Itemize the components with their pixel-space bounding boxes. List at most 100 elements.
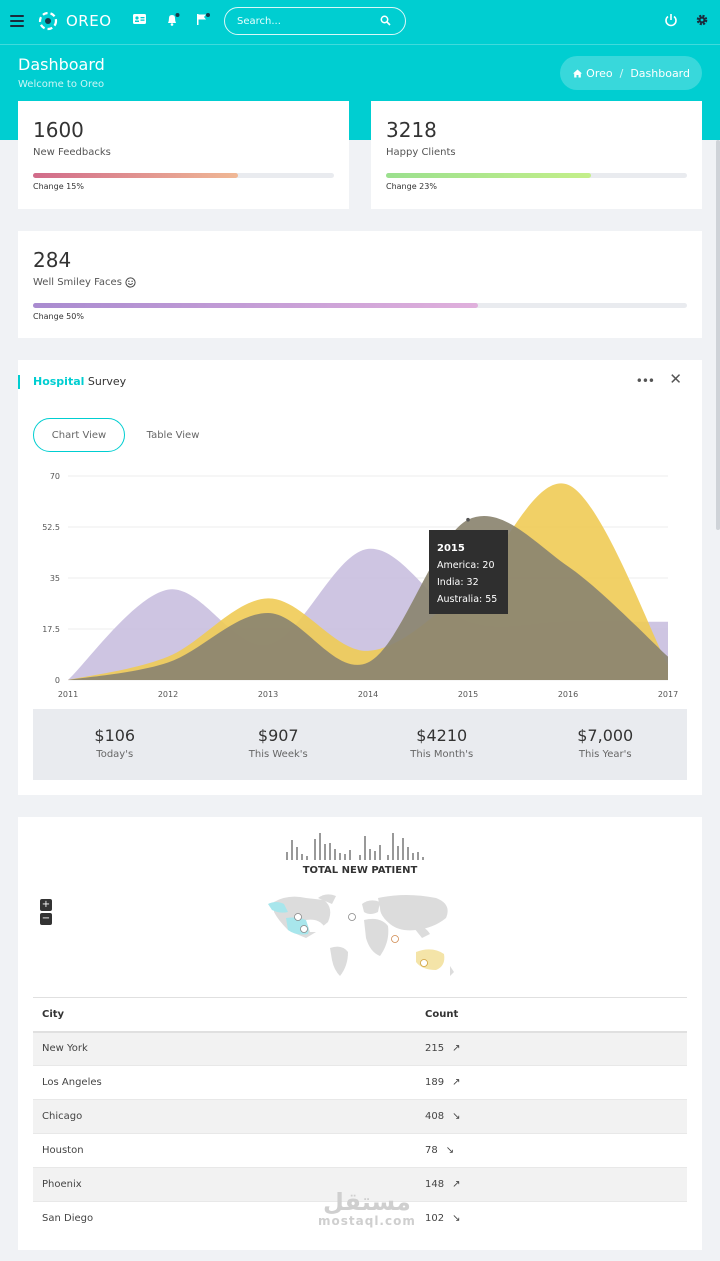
close-icon[interactable]: ✕: [669, 370, 682, 388]
area-chart: 0 17.5 35 52.5 70 2011 2012 2013 2014 2015 2016 201…: [42, 472, 678, 699]
data-point: [167, 655, 170, 658]
stat-change: Change 23%: [386, 182, 437, 191]
stat-card-clients: 3218 Happy Clients Change 23%: [371, 101, 702, 209]
progress-fill: [33, 173, 238, 178]
brand-name: OREO: [66, 12, 112, 30]
power-icon[interactable]: [664, 13, 678, 27]
page-title: Dashboard: [18, 55, 105, 74]
table-row[interactable]: Los Angeles 189 ↗: [33, 1065, 687, 1100]
data-point: [567, 483, 570, 486]
totals-strip: $106 Today's $907 This Week's $4210 This…: [33, 709, 687, 780]
city-cell: Houston: [33, 1133, 416, 1168]
breadcrumb-separator: /: [619, 66, 624, 80]
watermark-latin: mostaql.com: [318, 1214, 416, 1228]
total-today: $106 Today's: [33, 709, 197, 780]
column-header-city: City: [33, 997, 416, 1033]
breadcrumb-current: Dashboard: [630, 66, 690, 80]
trend-up-icon: ↗: [452, 1043, 461, 1055]
tooltip-box: [429, 530, 508, 614]
bell-icon[interactable]: [165, 12, 181, 28]
data-point: [667, 655, 670, 658]
stat-label: Happy Clients: [386, 147, 456, 158]
table-row[interactable]: New York 215 ↗: [33, 1031, 687, 1066]
card-title-strong: Hospital: [33, 375, 85, 388]
tooltip-line: America: 20: [437, 560, 495, 571]
search-icon[interactable]: [380, 15, 391, 26]
data-point: [167, 588, 170, 591]
world-map: [268, 894, 454, 976]
top-navbar: OREO: [0, 0, 720, 44]
total-amount: $907: [257, 726, 299, 745]
count-value: 102: [425, 1213, 445, 1225]
count-value: 215: [425, 1043, 445, 1055]
breadcrumb-home[interactable]: Oreo: [586, 66, 613, 80]
x-tick-label: 2014: [358, 690, 378, 699]
data-point: [367, 661, 370, 664]
y-tick-label: 35: [50, 574, 60, 583]
gear-icon[interactable]: [695, 13, 709, 27]
count-value: 78: [425, 1145, 438, 1156]
data-point: [367, 650, 370, 653]
contact-card-icon[interactable]: [132, 12, 147, 26]
x-tick-label: 2017: [658, 690, 678, 699]
city-cell: Phoenix: [33, 1167, 416, 1202]
count-cell: 78 ↘: [416, 1133, 687, 1168]
x-tick-label: 2012: [158, 690, 178, 699]
zoom-in-button[interactable]: +: [40, 899, 52, 911]
y-tick-label: 0: [55, 676, 60, 685]
table-row[interactable]: Phoenix 148 ↗: [33, 1167, 687, 1202]
more-icon[interactable]: •••: [635, 374, 655, 388]
series-area-australia: [68, 516, 668, 680]
total-label: This Year's: [578, 749, 632, 760]
home-icon[interactable]: [572, 68, 583, 79]
city-cell: Los Angeles: [33, 1065, 416, 1100]
total-amount: $4210: [416, 726, 468, 745]
total-month: $4210 This Month's: [360, 709, 524, 780]
table-row[interactable]: Chicago 408 ↘: [33, 1099, 687, 1134]
stat-card-smiley: 284 Well Smiley Faces Change 50%: [18, 231, 702, 338]
stat-change: Change 50%: [33, 312, 84, 321]
trend-down-icon: ↘: [445, 1145, 455, 1156]
stat-card-feedbacks: 1600 New Feedbacks Change 15%: [18, 101, 349, 209]
hospital-survey-card: Hospital Survey ••• ✕ Chart View Table V…: [18, 360, 702, 795]
tab-table-view[interactable]: Table View: [130, 418, 216, 452]
search-input[interactable]: [237, 8, 377, 34]
flag-icon[interactable]: [195, 12, 211, 28]
patient-chart-title: TOTAL NEW PATIENT: [302, 865, 418, 876]
card-title-rest: Survey: [84, 375, 127, 388]
data-point: [567, 565, 570, 568]
stat-value: 284: [33, 248, 72, 272]
data-point: [667, 620, 670, 623]
progress-fill: [386, 173, 591, 178]
tooltip-title: 2015: [437, 543, 465, 554]
stat-label: Well Smiley Faces: [33, 277, 122, 288]
scrollbar[interactable]: [716, 140, 720, 530]
stat-label-wrap: Well Smiley Faces: [33, 277, 136, 288]
breadcrumb: Oreo / Dashboard: [560, 56, 702, 90]
total-label: This Week's: [248, 749, 308, 760]
total-label: This Month's: [410, 749, 474, 760]
city-cell: New York: [33, 1031, 416, 1066]
title-accent: [18, 375, 20, 389]
total-amount: $106: [94, 726, 136, 745]
data-point: [167, 661, 170, 664]
hover-marker: [466, 517, 470, 522]
data-point: [267, 597, 270, 600]
data-point: [67, 679, 70, 682]
count-value: 408: [425, 1111, 445, 1122]
table-row[interactable]: Houston 78 ↘: [33, 1133, 687, 1168]
city-cell: San Diego: [42, 1213, 94, 1225]
progress-bar: [386, 173, 687, 178]
table-header-row: City Count: [33, 997, 687, 1033]
count-cell: 215 ↗: [416, 1031, 687, 1066]
total-amount: $7,000: [577, 726, 634, 745]
progress-bar: [33, 303, 687, 308]
y-tick-label: 52.5: [42, 523, 60, 532]
menu-icon[interactable]: [10, 15, 24, 27]
zoom-out-button[interactable]: −: [40, 913, 52, 925]
card-title: Hospital Survey: [33, 375, 126, 388]
table-row[interactable]: San Diego 102 ↘: [33, 1202, 687, 1236]
tab-chart-view[interactable]: Chart View: [33, 418, 125, 452]
tooltip-line: India: 32: [437, 577, 479, 588]
smiley-icon: [125, 277, 136, 288]
